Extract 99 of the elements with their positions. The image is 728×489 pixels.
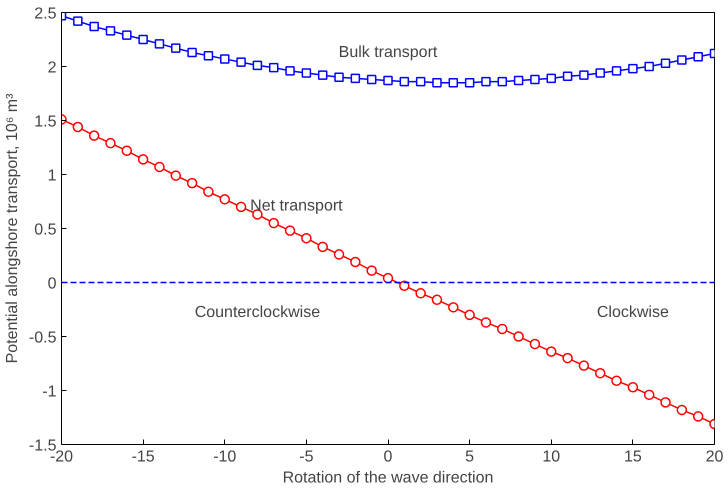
point xyxy=(546,74,556,84)
annotation: Clockwise xyxy=(596,304,669,321)
x-tick-label: 5 xyxy=(465,448,474,466)
point xyxy=(644,390,654,400)
series-label: Bulk transport xyxy=(338,44,438,62)
point xyxy=(122,146,132,156)
point xyxy=(448,78,458,88)
point xyxy=(220,54,230,64)
point xyxy=(138,154,148,165)
point xyxy=(497,324,508,334)
point xyxy=(464,310,475,320)
x-tick-label: -5 xyxy=(299,448,314,466)
point xyxy=(676,404,688,416)
point xyxy=(562,71,572,81)
x-axis-title: Rotation of the wave direction xyxy=(282,470,494,486)
point xyxy=(611,376,622,386)
point xyxy=(562,352,573,364)
point xyxy=(382,272,394,284)
point xyxy=(546,346,556,357)
point xyxy=(252,60,262,70)
point xyxy=(693,52,703,62)
x-tick-label: 10 xyxy=(542,448,560,466)
x-tick-label: -10 xyxy=(213,448,236,466)
point xyxy=(138,34,148,44)
point xyxy=(628,64,638,74)
series-label: Net transport xyxy=(250,198,344,215)
point xyxy=(677,55,687,65)
x-tick-label: 15 xyxy=(624,448,642,466)
point xyxy=(383,76,393,86)
point xyxy=(204,50,214,60)
point xyxy=(350,256,361,268)
point xyxy=(186,178,198,188)
point xyxy=(318,70,328,80)
point xyxy=(334,72,344,82)
point xyxy=(154,162,165,172)
point xyxy=(203,186,214,198)
point xyxy=(89,22,99,32)
point xyxy=(317,242,328,252)
point xyxy=(579,70,589,80)
x-tick-label: -15 xyxy=(132,448,155,466)
y-tick-label: -1.5 xyxy=(28,438,57,454)
point xyxy=(692,411,704,422)
point xyxy=(236,202,246,212)
y-tick-label: 1 xyxy=(48,168,57,184)
point xyxy=(88,130,100,141)
point xyxy=(122,30,132,40)
point xyxy=(220,194,230,205)
point xyxy=(644,62,654,72)
y-tick-label: -1 xyxy=(42,384,57,400)
point xyxy=(302,68,312,78)
point xyxy=(594,368,606,378)
y-tick-label: 1.5 xyxy=(34,114,57,130)
point xyxy=(612,66,622,76)
point xyxy=(154,39,164,49)
x-tick-label: 20 xyxy=(706,448,724,466)
point xyxy=(366,265,377,276)
point xyxy=(334,249,344,260)
point xyxy=(464,78,474,88)
point xyxy=(187,48,197,58)
point xyxy=(578,360,590,371)
point xyxy=(415,288,426,299)
x-tick-label: 0 xyxy=(384,448,393,466)
point xyxy=(660,58,670,68)
point xyxy=(301,232,312,244)
y-tick-label: 2.5 xyxy=(34,6,57,22)
y-tick-label: 0.5 xyxy=(34,222,57,238)
point xyxy=(268,218,279,228)
point xyxy=(72,122,84,132)
point xyxy=(660,397,671,408)
point xyxy=(106,26,116,36)
point xyxy=(171,43,181,53)
point xyxy=(400,76,410,86)
point xyxy=(284,225,296,236)
point xyxy=(268,62,278,72)
point xyxy=(514,76,524,86)
point xyxy=(432,294,442,306)
annotation: Counterclockwise xyxy=(194,304,320,321)
point xyxy=(530,74,540,84)
point xyxy=(480,317,492,328)
point xyxy=(105,138,116,148)
point xyxy=(236,57,246,67)
point xyxy=(498,76,508,86)
point xyxy=(366,74,376,84)
point xyxy=(530,338,540,350)
point xyxy=(595,68,605,78)
point xyxy=(73,16,83,26)
point xyxy=(481,76,491,86)
point xyxy=(416,76,426,86)
point xyxy=(350,74,360,84)
y-tick-label: 0 xyxy=(48,276,57,292)
y-tick-label: -0.5 xyxy=(28,330,57,346)
point xyxy=(628,382,638,392)
y-axis-title: Potential alongshore transport, 10⁶ m³ xyxy=(4,92,21,364)
point xyxy=(432,78,442,88)
point xyxy=(285,66,295,76)
point xyxy=(170,170,182,181)
y-tick-label: 2 xyxy=(48,60,57,76)
point xyxy=(513,331,524,342)
point xyxy=(448,302,459,313)
